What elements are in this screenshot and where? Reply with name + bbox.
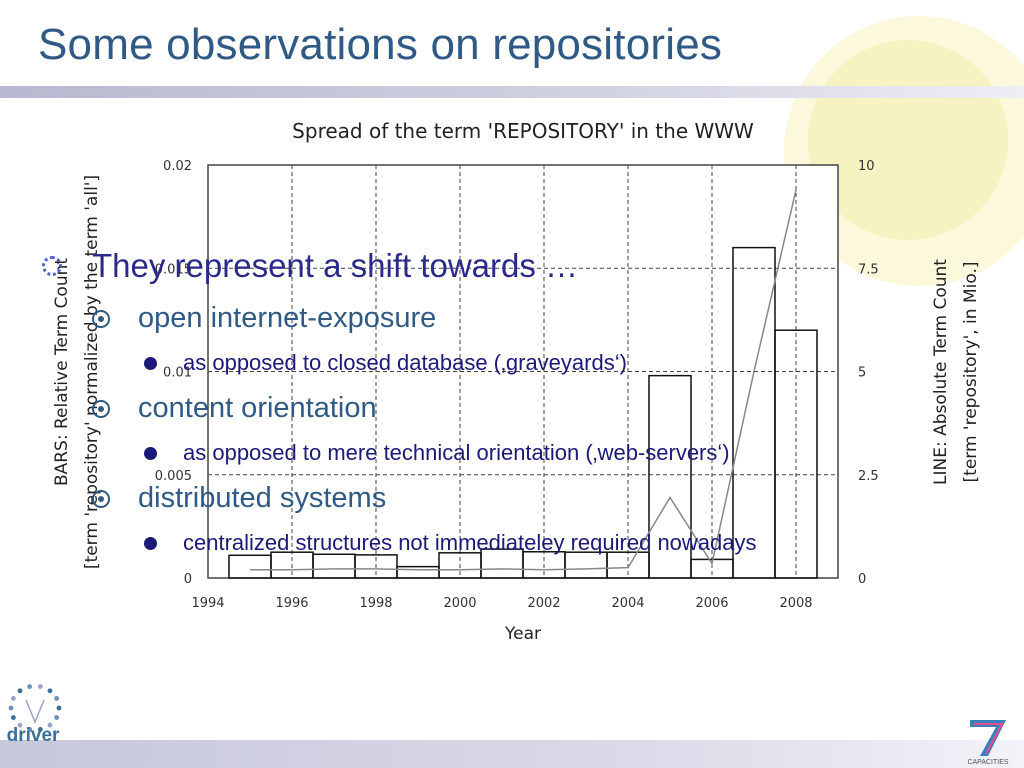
- driver-logo-dot: [37, 684, 43, 689]
- driver-logo-dot: [27, 684, 33, 689]
- slide-title: Some observations on repositories: [38, 20, 723, 69]
- chart-title: Spread of the term 'REPOSITORY' in the W…: [292, 119, 754, 143]
- right-tick-label: 2.5: [858, 469, 879, 484]
- right-tick-label: 0: [858, 572, 866, 587]
- driver-logo-dot: [27, 727, 33, 732]
- driver-logo-text: driver: [7, 725, 60, 746]
- x-axis-label: Year: [504, 624, 541, 644]
- driver-logo-dot: [47, 688, 53, 694]
- x-tick-label: 2008: [779, 596, 812, 611]
- left-tick-label: 0.005: [155, 469, 192, 484]
- left-tick-label: 0.01: [163, 366, 192, 381]
- driver-logo: driver: [7, 684, 62, 746]
- tick-labels: 1994 1996 1998 2000 2002 2004 2006 2008 0 0.005 0.…: [155, 159, 879, 611]
- x-tick-label: 1996: [275, 596, 308, 611]
- driver-logo-dot: [10, 696, 16, 701]
- fp7-capacities-logo: CAPACITIES: [967, 720, 1009, 766]
- background-sun-core: [808, 40, 1008, 240]
- line-series: [250, 189, 797, 571]
- x-tick-label: 1994: [191, 596, 224, 611]
- fp7-logo-text: CAPACITIES: [967, 759, 1008, 766]
- x-tick-label: 2000: [443, 596, 476, 611]
- x-tick-label: 2002: [527, 596, 560, 611]
- left-tick-label: 0: [184, 572, 192, 587]
- right-tick-label: 7.5: [858, 262, 879, 277]
- driver-logo-dot: [54, 715, 60, 720]
- bar: [774, 329, 818, 579]
- driver-logo-dot: [17, 722, 23, 728]
- bar-series: [228, 246, 818, 579]
- driver-logo-dot: [10, 715, 16, 720]
- right-tick-label: 10: [858, 159, 875, 174]
- driver-logo-dot: [17, 688, 23, 694]
- driver-logo-dot: [8, 705, 14, 711]
- footer-bar: [0, 740, 1024, 768]
- bar: [648, 374, 692, 579]
- series-line: [250, 189, 797, 571]
- driver-logo-dot: [47, 722, 53, 728]
- x-tick-label: 2004: [611, 596, 644, 611]
- left-tick-label: 0.015: [155, 262, 192, 277]
- left-tick-label: 0.02: [163, 159, 192, 174]
- driver-logo-dot: [56, 705, 62, 711]
- driver-logo-dot: [54, 696, 60, 701]
- title-underline-bar: [0, 86, 1024, 98]
- left-axis-label: BARS: Relative Term Count: [52, 258, 72, 486]
- x-tick-label: 1998: [359, 596, 392, 611]
- right-tick-label: 5: [858, 366, 866, 381]
- x-tick-label: 2006: [695, 596, 728, 611]
- right-axis-label: LINE: Absolute Term Count: [931, 259, 951, 485]
- left-axis-sublabel: [term 'repository' normalized by the ter…: [82, 175, 102, 569]
- right-axis-sublabel: [term 'repository', in Mio.]: [961, 262, 981, 483]
- driver-logo-dot: [37, 727, 43, 732]
